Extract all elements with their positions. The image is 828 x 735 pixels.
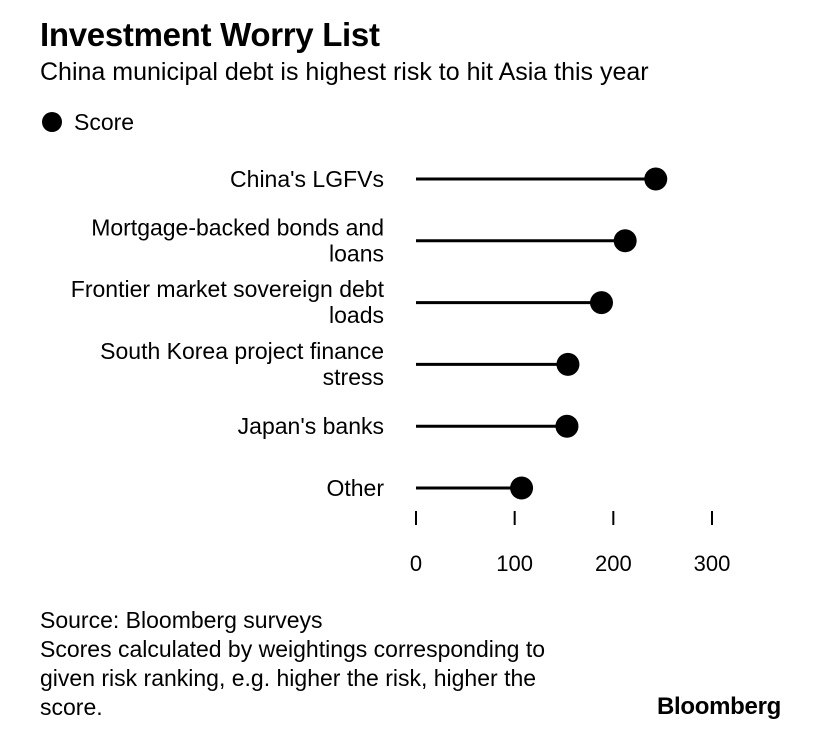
- chart-title: Investment Worry List: [40, 16, 380, 53]
- lollipop-dot: [589, 291, 613, 315]
- x-tick-label: 0: [410, 551, 422, 576]
- footnote-line: Source: Bloomberg surveys: [40, 607, 323, 633]
- lollipop-dot: [555, 414, 579, 438]
- category-label: China's LGFVs: [230, 166, 384, 192]
- category-label: Mortgage-backed bonds and loans: [91, 214, 384, 266]
- legend: Score: [42, 107, 134, 137]
- footnote: Source: Bloomberg surveys Scores calcula…: [40, 606, 620, 722]
- category-label: Frontier market sovereign debt loads: [71, 276, 385, 328]
- footnote-line: Scores calculated by weightings correspo…: [40, 636, 546, 662]
- lollipop-dot: [613, 229, 637, 253]
- x-tick-label: 100: [496, 551, 533, 576]
- bloomberg-logo: Bloomberg: [657, 693, 781, 720]
- chart-subtitle: China municipal debt is highest risk to …: [40, 58, 649, 86]
- category-label: Other: [326, 475, 384, 501]
- footnote-line: score.: [40, 694, 103, 720]
- lollipop-chart: China's LGFVs Mortgage-backed bonds and lo…: [71, 166, 731, 576]
- legend-label: Score: [74, 108, 135, 135]
- x-tick-label: 200: [595, 551, 632, 576]
- category-label: Japan's banks: [238, 413, 384, 439]
- lollipop-dot: [644, 167, 668, 191]
- category-label: South Korea project finance stress: [100, 338, 384, 390]
- lollipop-dot: [556, 352, 580, 376]
- x-tick-label: 300: [694, 551, 731, 576]
- footnote-line: given risk ranking, e.g. higher the risk…: [40, 665, 537, 691]
- lollipop-dot: [510, 476, 534, 500]
- legend-marker-icon: [42, 112, 62, 132]
